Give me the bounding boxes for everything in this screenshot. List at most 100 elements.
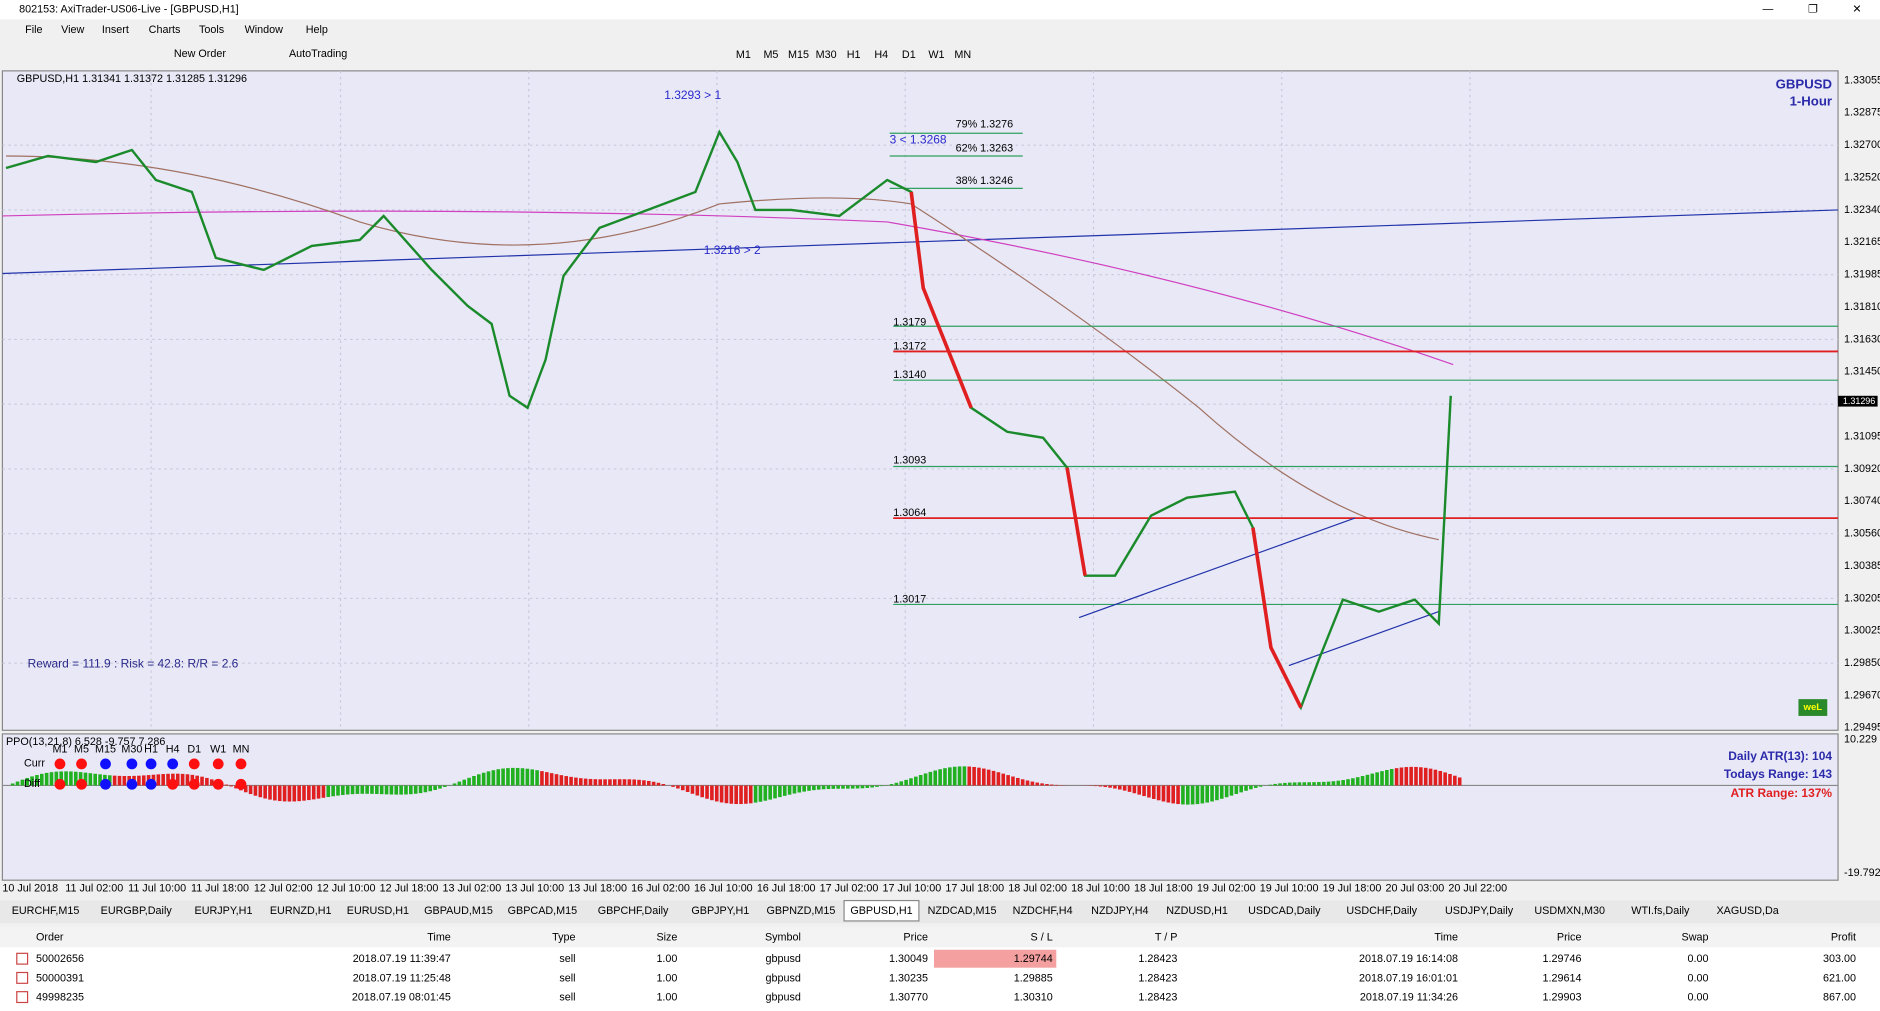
ppo-bar — [860, 785, 865, 789]
ppo-bar — [59, 771, 64, 786]
row-label: Diff — [24, 778, 41, 790]
tab[interactable]: GBPJPY,H1 — [691, 905, 749, 917]
ppo-bar — [651, 781, 656, 786]
ppo-bar — [622, 779, 627, 786]
signal-dot — [212, 778, 224, 790]
ppo-bar — [180, 773, 185, 786]
ppo-bar — [326, 785, 331, 798]
menu-item[interactable]: File — [25, 24, 42, 36]
auto-trading[interactable]: AutoTrading — [289, 48, 347, 60]
tab[interactable]: USDCAD,Daily — [1248, 905, 1321, 917]
tab[interactable]: GBPCHF,Daily — [598, 905, 669, 917]
tab[interactable]: EURNZD,H1 — [270, 905, 332, 917]
ppo-bar — [846, 785, 850, 789]
indicator-area — [1, 733, 1839, 881]
ppo-bar — [1239, 785, 1243, 793]
tab[interactable]: USDMXN,M30 — [1534, 905, 1605, 917]
menu-item[interactable]: Insert — [102, 24, 129, 36]
ppo-bar — [656, 782, 661, 786]
tab[interactable]: WTI.fs,Daily — [1631, 905, 1690, 917]
column-header: Type — [552, 932, 575, 944]
tab[interactable]: EURGBP,Daily — [101, 905, 173, 917]
tab[interactable]: NZDJPY,H4 — [1091, 905, 1148, 917]
ppo-bar — [360, 785, 365, 794]
ppo-bar — [554, 774, 559, 786]
ppo-bar — [612, 779, 617, 786]
ppo-bar — [1258, 785, 1263, 787]
menu-item[interactable]: Charts — [149, 24, 181, 36]
column-header: T / P — [1155, 932, 1178, 944]
timeframe-button[interactable]: W1 — [928, 49, 944, 61]
ppo-bar — [1030, 781, 1035, 786]
time-tick: 10 Jul 2018 — [2, 882, 58, 894]
ppo-bar — [1438, 770, 1443, 786]
timeframe-button[interactable]: H4 — [874, 49, 888, 61]
cell[interactable]: 50002656 — [36, 953, 84, 965]
price-tick: 1.32700 — [1844, 139, 1880, 151]
tab[interactable]: USDJPY,Daily — [1445, 905, 1514, 917]
ppo-bar — [418, 785, 423, 794]
new-order[interactable]: New Order — [174, 48, 227, 60]
tab[interactable]: EURUSD,H1 — [347, 905, 409, 917]
cell: 1.29746 — [1542, 953, 1581, 965]
ppo-bar — [744, 785, 748, 804]
ppo-bar — [671, 785, 675, 787]
column-header: Order — [36, 932, 64, 944]
timeframe-button[interactable]: M15 — [788, 49, 809, 61]
timeframe-button[interactable]: D1 — [902, 49, 916, 61]
ppo-bar — [307, 785, 311, 801]
ppo-bar — [316, 785, 321, 799]
tab[interactable]: GBPUSD,H1 — [850, 905, 912, 917]
tab[interactable]: XAGUSD,Da — [1716, 905, 1778, 917]
ppo-bar — [1365, 774, 1370, 786]
ppo-bar — [1122, 785, 1127, 791]
ppo-bar — [20, 779, 25, 786]
ppo-bar — [894, 782, 899, 786]
menu-item[interactable]: Help — [306, 24, 328, 36]
signal-dot — [235, 778, 247, 790]
ppo-bar — [802, 785, 806, 792]
tab[interactable]: GBPCAD,M15 — [508, 905, 578, 917]
time-tick: 18 Jul 02:00 — [1008, 882, 1067, 894]
ppo-bar — [875, 785, 879, 787]
timeframe-button[interactable]: M1 — [736, 49, 751, 61]
maximize[interactable]: ❐ — [1808, 4, 1818, 16]
tab[interactable]: GBPNZD,M15 — [766, 905, 835, 917]
ppo-bar — [559, 775, 564, 786]
tab[interactable]: NZDCAD,M15 — [928, 905, 997, 917]
tab[interactable]: EURCHF,M15 — [12, 905, 80, 917]
timeframe-button[interactable]: MN — [954, 49, 971, 61]
ppo-bar — [1389, 769, 1394, 786]
timeframe-button[interactable]: H1 — [847, 49, 861, 61]
ppo-bar — [525, 768, 530, 786]
tab[interactable]: EURJPY,H1 — [195, 905, 253, 917]
ppo-bar — [15, 781, 20, 786]
row-label: Curr — [24, 758, 45, 770]
time-tick: 12 Jul 18:00 — [380, 882, 439, 894]
cell: 1.29744 — [1014, 953, 1053, 965]
tab[interactable]: GBPAUD,M15 — [424, 905, 493, 917]
tab[interactable]: NZDUSD,H1 — [1166, 905, 1228, 917]
signal-dot — [188, 778, 200, 790]
cell[interactable]: 50000391 — [36, 972, 84, 984]
menu-item[interactable]: View — [61, 24, 84, 36]
time-tick: 19 Jul 10:00 — [1260, 882, 1319, 894]
ppo-bar — [1419, 767, 1423, 786]
menu-item[interactable]: Tools — [199, 24, 224, 36]
close[interactable]: ✕ — [1852, 4, 1861, 16]
cell[interactable]: 49998235 — [36, 992, 84, 1004]
tab[interactable]: USDCHF,Daily — [1346, 905, 1417, 917]
row-icon — [16, 991, 29, 1004]
price-tick: 1.31985 — [1844, 269, 1880, 281]
ppo-bar — [680, 785, 685, 791]
minimize[interactable]: — — [1763, 4, 1774, 16]
menu-item[interactable]: Window — [245, 24, 284, 36]
ppo-bar — [773, 785, 777, 799]
ppo-bar — [632, 779, 636, 786]
timeframe-button[interactable]: M30 — [816, 49, 837, 61]
tab[interactable]: NZDCHF,H4 — [1013, 905, 1073, 917]
timeframe-button[interactable]: M5 — [763, 49, 778, 61]
ppo-bar — [918, 775, 923, 786]
ppo-bar — [593, 779, 598, 786]
time-tick: 13 Jul 10:00 — [505, 882, 564, 894]
